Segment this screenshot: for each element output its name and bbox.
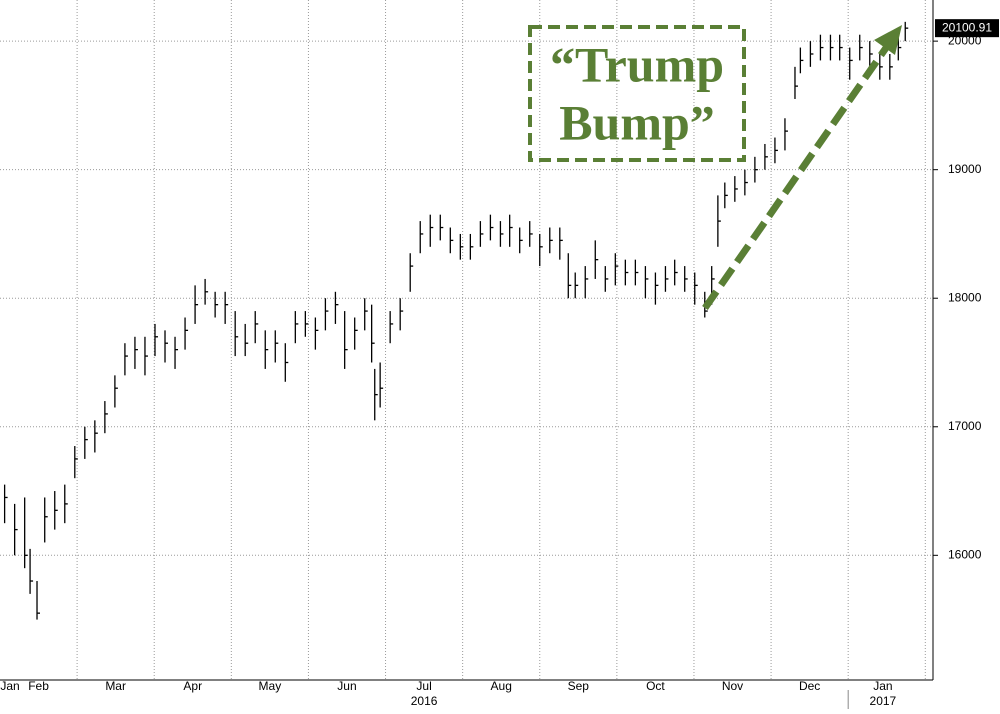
x-tick-label: Apr — [183, 679, 202, 693]
y-tick-label: 19000 — [948, 162, 982, 176]
x-tick-label: Feb — [28, 679, 49, 693]
grid — [0, 0, 938, 680]
x-tick-label: Jun — [337, 679, 356, 693]
annotation-box — [528, 25, 746, 162]
year-label: 2017 — [870, 694, 897, 708]
annotation-arrow — [702, 43, 891, 310]
y-tick-label: 17000 — [948, 419, 982, 433]
y-tick-label: 16000 — [948, 547, 982, 561]
x-tick-label: Jul — [416, 679, 431, 693]
x-tick-label: Sep — [568, 679, 590, 693]
x-tick-label: Mar — [105, 679, 126, 693]
last-value-box — [935, 19, 999, 38]
x-tick-label: Aug — [491, 679, 512, 693]
x-tick-label: Jan — [873, 679, 892, 693]
annotation-text: Bump” — [559, 94, 715, 150]
bars — [3, 21, 909, 620]
annotation-text: “Trump — [550, 36, 724, 92]
arrow-head — [874, 25, 902, 55]
x-tick-label: Oct — [646, 679, 665, 693]
y-tick-label: 18000 — [948, 290, 982, 304]
last-value-label: 20100.91 — [942, 20, 992, 34]
x-tick-label: Nov — [722, 679, 743, 693]
year-label: 2016 — [411, 694, 438, 708]
x-tick-label: Jan — [0, 679, 19, 693]
x-tick-label: Dec — [799, 679, 820, 693]
x-tick-label: May — [259, 679, 282, 693]
